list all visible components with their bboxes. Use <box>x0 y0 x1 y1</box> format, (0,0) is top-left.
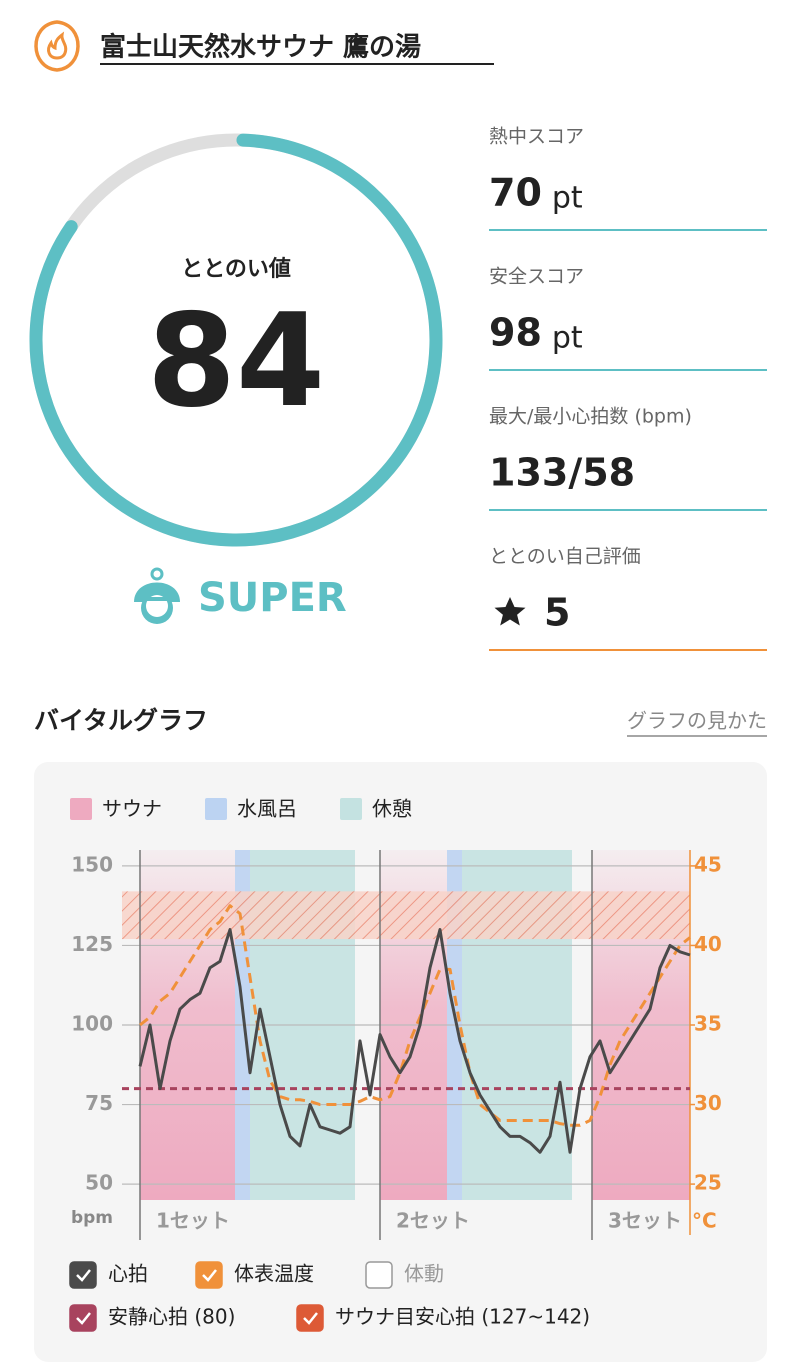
y-tick-label: 150 <box>71 852 113 876</box>
check-mark <box>76 1312 91 1325</box>
stat-value: 98 <box>489 311 542 355</box>
y2-unit: °C <box>692 1209 717 1233</box>
checkbox[interactable] <box>69 1261 97 1289</box>
checkbox-label: 安静心拍 (80) <box>108 1305 235 1329</box>
y-tick-label: 75 <box>85 1091 113 1115</box>
score-value: 84 <box>147 287 325 436</box>
star-icon <box>494 597 526 626</box>
y2-tick-label: 35 <box>694 1012 722 1036</box>
legend-label: サウナ <box>102 797 162 821</box>
section-title: バイタルグラフ <box>34 706 208 735</box>
stat-label: ととのい自己評価 <box>489 546 641 568</box>
legend-swatch <box>70 798 92 820</box>
score-ring <box>29 133 443 547</box>
checkbox-label: 体動 <box>404 1262 444 1286</box>
y-unit: bpm <box>71 1208 113 1228</box>
score-label: ととのい値 <box>181 257 291 282</box>
checkbox[interactable] <box>69 1304 97 1332</box>
checkbox[interactable] <box>195 1261 223 1289</box>
check-mark <box>303 1312 318 1325</box>
set-label: 3セット <box>608 1209 682 1233</box>
legend-swatch <box>205 798 227 820</box>
checkbox[interactable] <box>365 1261 393 1289</box>
check-mark <box>76 1269 91 1282</box>
checkbox[interactable] <box>296 1304 324 1332</box>
venue-title[interactable]: 富士山天然水サウナ 鷹の湯 <box>100 32 421 63</box>
help-link[interactable]: グラフの見かた <box>627 709 767 733</box>
stat-unit: pt <box>552 181 583 216</box>
stat-label: 熱中スコア <box>489 126 584 148</box>
y-tick-label: 125 <box>71 932 113 956</box>
stat-value: 70 <box>489 171 542 215</box>
checkbox-label: サウナ目安心拍 (127~142) <box>335 1305 590 1329</box>
legend-swatch <box>340 798 362 820</box>
series-line <box>139 904 691 1127</box>
checkbox-label: 体表温度 <box>234 1262 314 1286</box>
y2-tick-label: 40 <box>694 932 722 956</box>
set-label: 2セット <box>396 1209 470 1233</box>
rank-icon <box>134 567 180 624</box>
series-line <box>138 928 691 1154</box>
y-tick-label: 50 <box>85 1171 113 1195</box>
y-tick-label: 100 <box>71 1012 113 1036</box>
stat-value: 5 <box>544 591 570 635</box>
stat-unit: pt <box>552 321 583 356</box>
legend-label: 水風呂 <box>237 797 297 821</box>
set-label: 1セット <box>156 1209 230 1233</box>
stat-value: 133/58 <box>489 451 635 495</box>
stat-label: 最大/最小心拍数 (bpm) <box>489 406 692 428</box>
stat-label: 安全スコア <box>489 266 584 288</box>
legend-label: 休憩 <box>372 797 412 821</box>
checkbox-label: 心拍 <box>108 1262 148 1286</box>
check-mark <box>202 1269 217 1282</box>
rank-label: SUPER <box>198 575 347 621</box>
sauna-target-band <box>122 891 690 940</box>
y2-tick-label: 25 <box>694 1171 722 1195</box>
logo-icon <box>34 20 80 72</box>
y2-tick-label: 45 <box>694 852 722 876</box>
y2-tick-label: 30 <box>694 1091 722 1115</box>
